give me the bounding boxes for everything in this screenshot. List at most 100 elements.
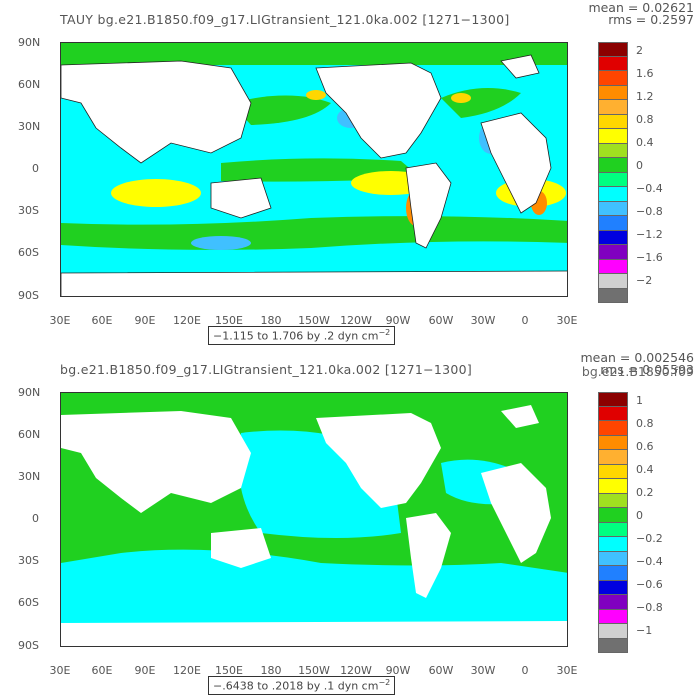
colorbar-label: −1.2 — [636, 228, 663, 241]
australia-land — [210, 177, 272, 219]
colorbar-swatch — [598, 230, 628, 245]
overlap-title-fragment: bg.e21.B1850.f09 — [581, 364, 694, 379]
lon-label: 120W — [340, 664, 372, 677]
lat-label: 60S — [18, 246, 39, 259]
colorbar-label: 0.8 — [636, 113, 654, 126]
range-exponent: −2 — [378, 678, 391, 687]
lon-label: 90W — [385, 664, 411, 677]
top-map-panel: TAUY bg.e21.B1850.f09_g17.LIGtransient_1… — [18, 0, 694, 345]
lon-label: 0 — [521, 314, 529, 327]
north-america-land — [315, 62, 442, 159]
lon-label: 30E — [49, 664, 71, 677]
colorbar-swatch — [598, 85, 628, 100]
range-text: −.6438 to .2018 by .1 dyn cm — [213, 679, 379, 693]
range-text: −1.115 to 1.706 by .2 dyn cm — [213, 329, 379, 343]
lon-label: 30E — [49, 314, 71, 327]
southern-band — [61, 216, 567, 250]
colorbar-label: −0.8 — [636, 601, 663, 614]
land-masses — [61, 54, 567, 296]
colorbar-swatch — [598, 522, 628, 537]
antarctica-land — [61, 270, 567, 296]
colorbar-label: −0.8 — [636, 205, 663, 218]
colorbar-swatch — [598, 274, 628, 289]
antarctica-land — [61, 621, 567, 646]
lon-label: 90E — [134, 664, 156, 677]
lon-label: 60W — [428, 314, 454, 327]
colorbar-swatch — [598, 435, 628, 450]
eurasia-land — [61, 411, 251, 513]
colorbar-swatch — [598, 216, 628, 231]
lat-label: 0 — [32, 512, 39, 525]
contour-range-box: −.6438 to .2018 by .1 dyn cm−2 — [208, 676, 396, 695]
indian-ocean-patch — [111, 179, 201, 207]
colorbar-swatch — [598, 421, 628, 436]
colorbar-swatch — [598, 551, 628, 566]
colorbar-swatch — [598, 537, 628, 552]
colorbar — [598, 392, 628, 653]
africa-land — [481, 463, 551, 563]
lat-label: 90S — [18, 289, 39, 302]
lon-label: 90E — [134, 314, 156, 327]
southern-blue-patch — [191, 236, 251, 250]
colorbar-label: −0.2 — [636, 532, 663, 545]
lat-label: 90S — [18, 639, 39, 652]
colorbar-swatch — [598, 450, 628, 465]
colorbar-swatch — [598, 71, 628, 86]
colorbar-swatch — [598, 609, 628, 624]
lat-label: 60N — [18, 78, 41, 91]
lon-label: 180 — [260, 664, 282, 677]
africa-land — [480, 112, 552, 214]
lon-label: 0 — [521, 664, 529, 677]
colorbar-swatch — [598, 100, 628, 115]
colorbar-label: −0.6 — [636, 578, 663, 591]
colorbar-swatch — [598, 508, 628, 523]
lon-label: 180 — [260, 314, 282, 327]
greenland-land — [500, 54, 540, 79]
colorbar-swatch — [598, 259, 628, 274]
colorbar-swatch — [598, 172, 628, 187]
bottom-map-panel: bg.e21.B1850.f09_g17.LIGtransient_121.0k… — [0, 350, 700, 700]
colorbar-label: 0.2 — [636, 486, 654, 499]
lat-label: 30S — [18, 204, 39, 217]
south-america-land — [406, 513, 451, 598]
lat-label: 90N — [18, 386, 41, 399]
colorbar-swatch — [598, 595, 628, 610]
lon-label: 150W — [298, 314, 330, 327]
colorbar-swatch — [598, 638, 628, 653]
colorbar-label: −1 — [636, 624, 653, 637]
lon-label: 120W — [340, 314, 372, 327]
colorbar-label: 1 — [636, 394, 643, 407]
lat-label: 60N — [18, 428, 41, 441]
range-exponent: −2 — [378, 328, 391, 337]
pacific-north-band — [231, 95, 331, 125]
lon-label: 150W — [298, 664, 330, 677]
arctic-band — [61, 43, 567, 65]
colorbar-swatch — [598, 56, 628, 71]
colorbar-swatch — [598, 158, 628, 173]
lon-label: 150E — [215, 314, 243, 327]
lat-label: 30N — [18, 470, 41, 483]
colorbar-label: −1.6 — [636, 251, 663, 264]
colorbar-swatch — [598, 580, 628, 595]
lat-label: 90N — [18, 36, 41, 49]
rms-value: rms = 0.2597 — [608, 12, 694, 27]
land-masses — [61, 405, 567, 646]
colorbar-swatch — [598, 464, 628, 479]
lat-label: 30N — [18, 120, 41, 133]
lat-label: 60S — [18, 596, 39, 609]
colorbar-swatch — [598, 479, 628, 494]
colorbar-swatch — [598, 624, 628, 639]
lat-label: 0 — [32, 162, 39, 175]
australia-land — [211, 528, 271, 568]
mean-value: mean = 0.002546 — [580, 350, 694, 365]
colorbar-swatch — [598, 187, 628, 202]
north-america-land — [316, 413, 441, 508]
greenland-land — [501, 405, 539, 428]
colorbar-swatch — [598, 114, 628, 129]
colorbar-swatch — [598, 566, 628, 581]
eurasia-land — [61, 60, 252, 164]
colorbar-label: −2 — [636, 274, 653, 287]
map-title: TAUY bg.e21.B1850.f09_g17.LIGtransient_1… — [60, 12, 510, 27]
rms-value: rms = 0.05593 — [600, 362, 694, 377]
colorbar-label: 0.4 — [636, 463, 654, 476]
